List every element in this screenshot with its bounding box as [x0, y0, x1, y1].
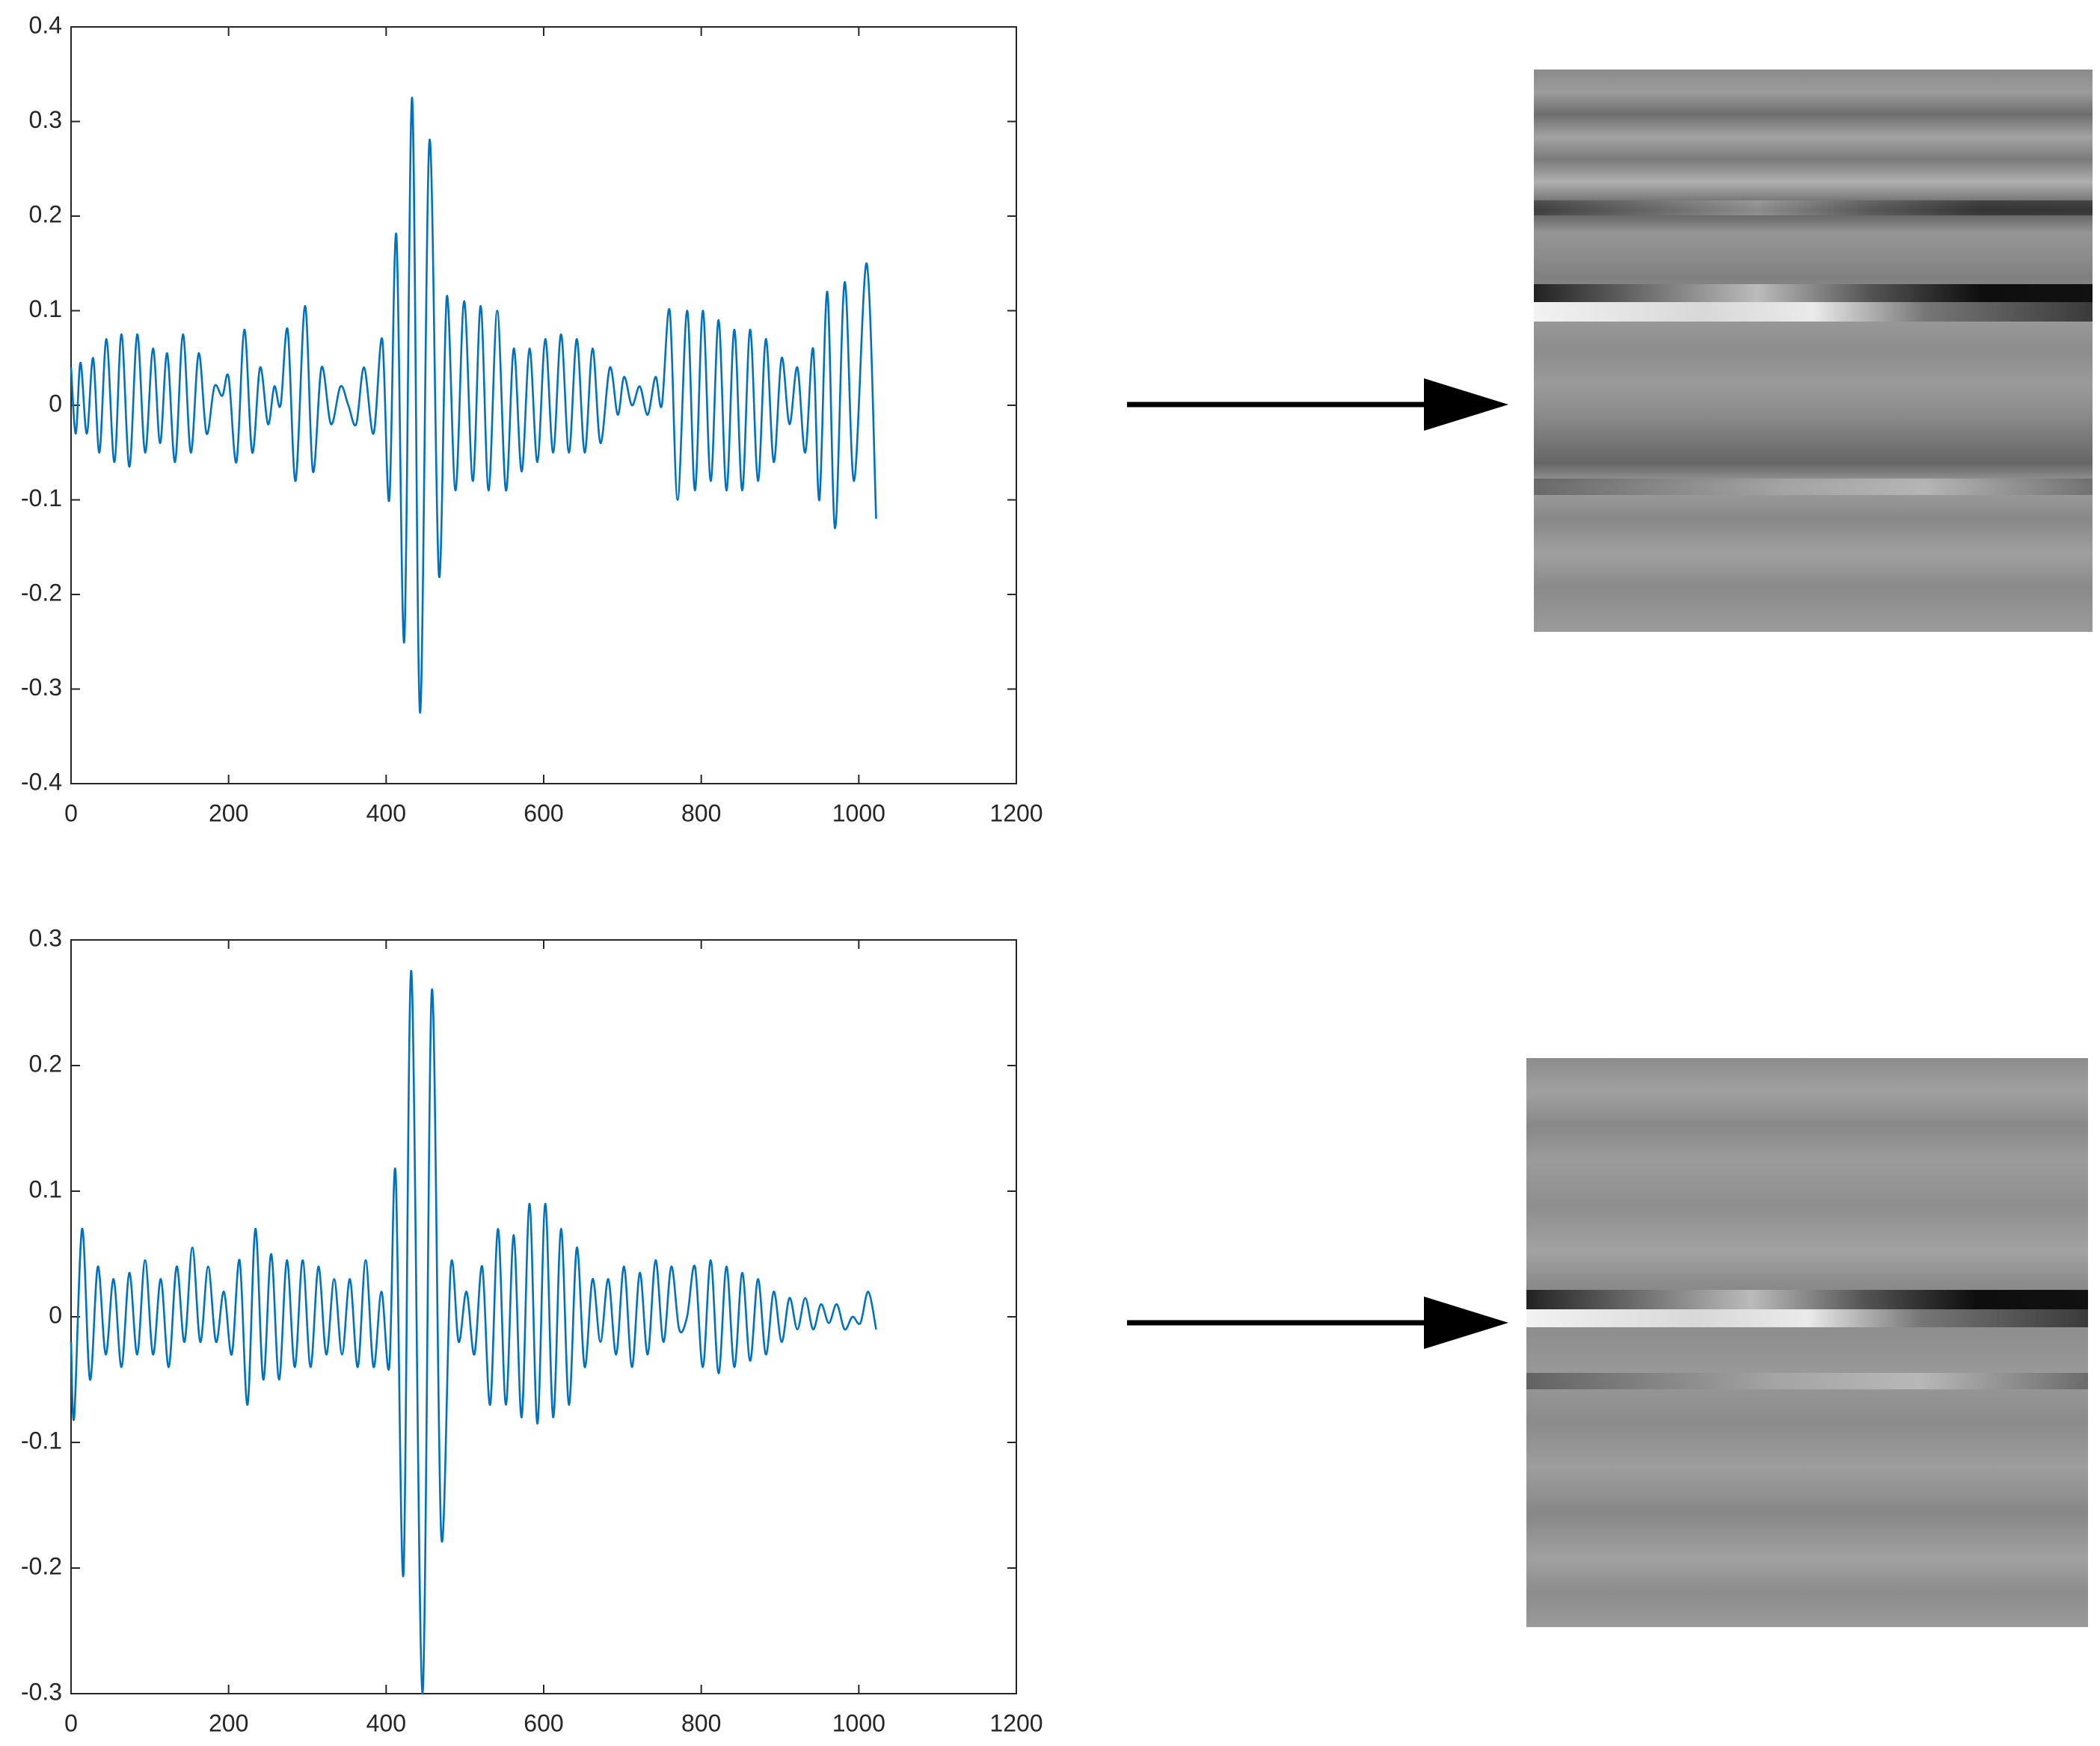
y-tick-label: 0.3 — [29, 924, 62, 951]
image-band — [1526, 1373, 2088, 1389]
y-tick-label: 0.1 — [29, 1175, 62, 1202]
y-tick-label: -0.4 — [21, 768, 62, 795]
image-band — [1534, 479, 2093, 495]
arrow-head — [1424, 378, 1508, 431]
arrow — [1127, 378, 1508, 431]
image-band — [1534, 284, 2093, 302]
x-tick-label: 600 — [524, 1709, 563, 1736]
y-tick-label: -0.2 — [21, 579, 62, 606]
y-tick-label: -0.3 — [21, 1678, 62, 1705]
arrow — [1127, 1297, 1508, 1349]
x-tick-label: 1200 — [989, 799, 1043, 826]
line-series — [70, 96, 877, 714]
x-tick-label: 0 — [64, 1709, 78, 1736]
y-tick-label: -0.3 — [21, 674, 62, 701]
y-tick-label: 0 — [49, 390, 62, 416]
image-band — [1526, 1309, 2088, 1327]
y-tick-label: 0.2 — [29, 1050, 62, 1077]
image — [1534, 70, 2093, 632]
y-tick-label: -0.1 — [21, 485, 62, 511]
y-tick-label: -0.2 — [21, 1552, 62, 1579]
line-series — [70, 970, 877, 1695]
y-tick-label: 0 — [49, 1301, 62, 1328]
image — [1526, 1058, 2088, 1627]
x-tick-label: 1000 — [832, 799, 885, 826]
y-tick-label: 0.1 — [29, 295, 62, 322]
x-tick-label: 800 — [681, 799, 721, 826]
y-tick-label: 0.3 — [29, 106, 62, 133]
x-tick-label: 200 — [209, 799, 248, 826]
arrow-head — [1424, 1297, 1508, 1349]
x-tick-label: 1200 — [989, 1709, 1043, 1736]
image-band — [1534, 200, 2093, 215]
plot-area — [70, 26, 1017, 784]
x-tick-label: 400 — [366, 1709, 406, 1736]
x-tick-label: 200 — [209, 1709, 248, 1736]
x-tick-label: 800 — [681, 1709, 721, 1736]
spectrogram-bottom — [1526, 1058, 2088, 1627]
x-tick-label: 0 — [64, 799, 78, 826]
y-tick-label: 0.2 — [29, 200, 62, 227]
x-tick-label: 600 — [524, 799, 563, 826]
y-tick-label: 0.4 — [29, 11, 62, 38]
x-tick-label: 400 — [366, 799, 406, 826]
spectrogram-top — [1534, 70, 2093, 632]
image-band — [1526, 1290, 2088, 1309]
x-tick-label: 1000 — [832, 1709, 885, 1736]
image-band — [1534, 302, 2093, 322]
y-tick-label: -0.1 — [21, 1427, 62, 1454]
